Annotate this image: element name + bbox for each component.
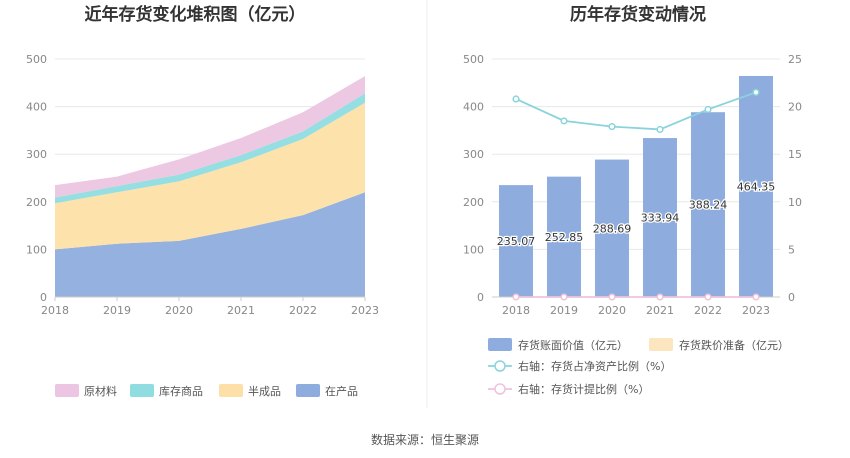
- line-point-ratio: [752, 88, 760, 96]
- bar-data-label: 333.94: [641, 212, 680, 225]
- line-point-ratio: [704, 105, 712, 114]
- right-y2-tick-label: 5: [788, 243, 795, 256]
- left-legend: 原材料 库存商品 半成品 在产品: [55, 384, 358, 398]
- bar-data-label: 288.69: [593, 222, 632, 235]
- left-x-tick-label: 2023: [351, 304, 379, 317]
- legend-line-provision-ratio-marker: [494, 383, 506, 395]
- left-legend-label: 原材料: [84, 384, 117, 398]
- left-legend-swatch: [55, 384, 79, 397]
- left-chart-title: 近年存货变化堆积图（亿元）: [85, 4, 306, 25]
- bar-inventory-value: [595, 159, 629, 297]
- bar-inventory-value: [643, 138, 677, 297]
- left-x-tick-label: 2022: [289, 304, 317, 317]
- left-legend-swatch: [130, 384, 154, 397]
- left-y-tick-label: 400: [26, 101, 47, 114]
- legend-line-ratio-marker: [494, 360, 506, 372]
- right-x-tick-label: 2019: [550, 304, 578, 317]
- legend-label-book-value: 存货账面价值（亿元）: [518, 338, 628, 352]
- left-legend-swatch: [219, 384, 243, 397]
- legend-swatch-provision: [649, 338, 673, 351]
- left-legend-label: 在产品: [325, 384, 358, 398]
- right-x-tick-label: 2022: [694, 304, 722, 317]
- line-point-ratio: [656, 125, 664, 133]
- right-y2-tick-label: 10: [788, 196, 802, 209]
- line-point-ratio: [608, 123, 616, 131]
- legend-line-ratio-label: 右轴：存货占净资产比例（%）: [518, 359, 671, 373]
- data-source: 数据来源：恒生聚源: [371, 432, 479, 447]
- line-inventory-to-net-assets: [515, 91, 757, 131]
- left-y-tick-label: 300: [26, 148, 47, 161]
- line-point-ratio: [512, 95, 520, 103]
- right-y-tick-label: 300: [463, 148, 484, 161]
- area-series-库存商品: [55, 93, 365, 204]
- legend-swatch-book-value: [488, 338, 512, 351]
- right-y2-tick-label: 0: [788, 291, 795, 304]
- right-chart-title: 历年存货变动情况: [570, 4, 706, 25]
- line-point-provision: [656, 293, 664, 301]
- left-legend-swatch: [296, 384, 320, 397]
- area-series-在产品: [55, 192, 365, 297]
- bar-inventory-value: [547, 176, 581, 297]
- right-x-tick-label: 2021: [646, 304, 674, 317]
- line-point-provision: [752, 293, 760, 301]
- legend-line-provision-ratio-label: 右轴：存货计提比例（%）: [518, 382, 649, 396]
- right-y-tick-label: 200: [463, 196, 484, 209]
- left-y-tick-label: 100: [26, 243, 47, 256]
- area-series-半成品: [55, 102, 365, 250]
- area-series-原材料: [55, 76, 365, 198]
- right-y2-tick-label: 20: [788, 101, 802, 114]
- right-y2-tick-label: 15: [788, 148, 802, 161]
- right-legend: 存货账面价值（亿元） 存货跌价准备（亿元） 右轴：存货占净资产比例（%） 右轴：存货计…: [488, 338, 789, 396]
- left-legend-label: 库存商品: [159, 384, 203, 398]
- left-y-tick-label: 500: [26, 53, 47, 66]
- left-x-tick-label: 2019: [103, 304, 131, 317]
- bar-data-label: 252.85: [545, 231, 584, 244]
- left-x-tick-label: 2021: [227, 304, 255, 317]
- bar-data-label: 388.24: [689, 199, 728, 212]
- left-legend-label: 半成品: [248, 384, 281, 398]
- right-bar-line-chart: 0 100 200 300 400 500 0 5 10 15 20 25 235.07 252.85 28…: [463, 53, 802, 317]
- bar-inventory-value: [499, 185, 533, 297]
- legend-label-provision: 存货跌价准备（亿元）: [679, 338, 789, 352]
- line-point-provision: [560, 293, 568, 301]
- bar-data-label: 235.07: [497, 235, 536, 248]
- left-stacked-area-chart: 0 100 200 300 400 500 2018 2019 2020 2021 2022 2023: [26, 53, 379, 317]
- left-y-tick-label: 200: [26, 196, 47, 209]
- left-y-tick-label: 0: [40, 291, 47, 304]
- line-point-provision: [608, 293, 616, 301]
- right-y-tick-label: 500: [463, 53, 484, 66]
- bar-inventory-value: [691, 112, 725, 298]
- right-y-tick-label: 100: [463, 243, 484, 256]
- line-point-provision: [512, 293, 520, 301]
- right-y-tick-label: 0: [477, 291, 484, 304]
- right-x-tick-label: 2020: [598, 304, 626, 317]
- left-x-tick-label: 2018: [41, 304, 69, 317]
- right-y2-tick-label: 25: [788, 53, 802, 66]
- line-point-ratio: [560, 117, 568, 125]
- line-point-provision: [704, 293, 712, 301]
- left-x-tick-label: 2020: [165, 304, 193, 317]
- right-x-tick-label: 2023: [742, 304, 770, 317]
- bar-data-label: 464.35: [737, 180, 776, 193]
- bar-inventory-value: [739, 75, 773, 298]
- right-y-tick-label: 400: [463, 101, 484, 114]
- right-x-tick-label: 2018: [502, 304, 530, 317]
